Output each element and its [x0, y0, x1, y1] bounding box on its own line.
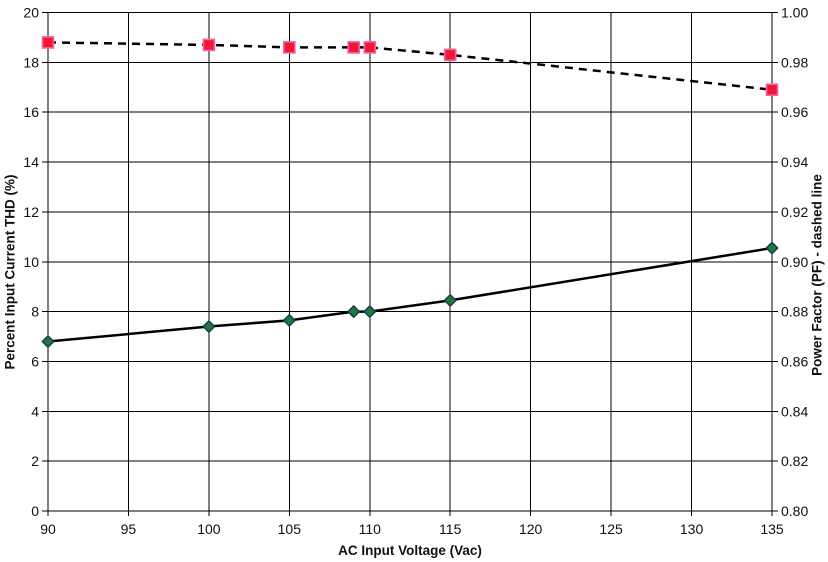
thd-data-point-marker	[282, 313, 297, 328]
y-right-tick-label: 0.98	[781, 54, 808, 70]
pf-data-point-marker	[41, 36, 55, 49]
x-tick-label: 110	[359, 521, 382, 537]
y-left-tick-label: 0	[31, 503, 39, 519]
pf-data-point-marker	[347, 41, 360, 54]
thd-data-point-marker	[202, 319, 216, 334]
y-left-tick-label: 4	[31, 403, 39, 419]
right-y-axis-title: Power Factor (PF) - dashed line	[809, 174, 824, 376]
x-tick-label: 90	[40, 521, 56, 537]
pf-data-point-marker	[443, 48, 457, 62]
y-left-tick-label: 16	[23, 104, 39, 120]
pf-data-point-marker	[363, 41, 377, 54]
pf-markers	[41, 36, 779, 97]
y-left-tick-label: 8	[31, 304, 39, 320]
x-axis-title: AC Input Voltage (Vac)	[338, 543, 482, 558]
y-right-tick-label: 0.86	[781, 353, 808, 369]
y-left-tick-label: 10	[23, 254, 39, 270]
y-right-tick-label: 0.82	[781, 453, 808, 469]
x-tick-label: 130	[680, 521, 704, 537]
thd-data-point-marker	[443, 293, 457, 308]
thd-data-point-marker	[346, 304, 361, 319]
y-left-tick-label: 6	[31, 353, 39, 369]
x-tick-label: 95	[121, 521, 137, 537]
x-tick-label: 105	[278, 521, 302, 537]
y-left-tick-label: 14	[23, 154, 39, 170]
x-tick-label: 100	[197, 521, 221, 537]
pf-data-point-marker	[202, 38, 216, 52]
x-tick-label: 120	[519, 521, 543, 537]
y-right-tick-label: 0.80	[781, 503, 808, 519]
x-tick-label: 135	[760, 521, 784, 537]
x-tick-label: 125	[599, 521, 623, 537]
x-tick-label: 115	[439, 521, 462, 537]
y-right-tick-label: 1.00	[781, 5, 808, 21]
y-right-tick-label: 0.94	[781, 154, 808, 170]
left-y-axis-title: Percent Input Current THD (%)	[2, 174, 17, 370]
y-right-tick-label: 0.96	[781, 104, 808, 120]
y-left-tick-label: 2	[31, 453, 39, 469]
pf-data-point-marker	[765, 83, 779, 97]
y-right-tick-label: 0.92	[781, 204, 808, 220]
y-left-tick-label: 12	[23, 204, 39, 220]
axis-ticks	[42, 12, 778, 516]
thd-markers	[41, 241, 779, 349]
y-left-tick-label: 20	[23, 5, 39, 21]
y-right-tick-label: 0.90	[781, 254, 808, 270]
pf-data-point-marker	[283, 41, 296, 54]
thd-data-point-marker	[363, 304, 377, 319]
y-right-tick-label: 0.84	[781, 403, 808, 419]
y-right-tick-label: 0.88	[781, 304, 808, 320]
gridlines	[47, 12, 773, 512]
tick-labels: 90 95 100 105 110 115 120 125 130 135 0 2 4 6 8 10 12 14 1…	[23, 5, 808, 538]
thd-data-point-marker	[41, 334, 55, 349]
y-left-tick-label: 18	[23, 54, 39, 70]
thd-data-point-marker	[765, 241, 779, 255]
